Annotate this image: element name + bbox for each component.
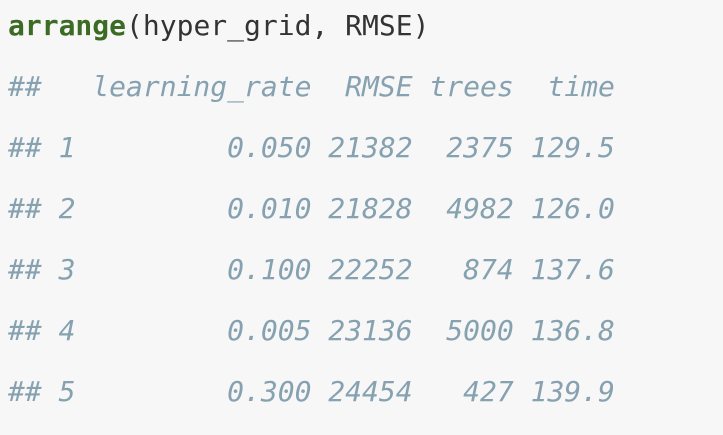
function-arguments: (hyper_grid, RMSE) [126, 9, 430, 42]
output-row: ## 2 0.010 21828 4982 126.0 [8, 192, 615, 225]
output-header: ## learning_rate RMSE trees time [8, 70, 615, 103]
output-row: ## 1 0.050 21382 2375 129.5 [8, 131, 615, 164]
output-row: ## 4 0.005 23136 5000 136.8 [8, 314, 615, 347]
output-row: ## 5 0.300 24454 427 139.9 [8, 375, 615, 408]
output-row: ## 3 0.100 22252 874 137.6 [8, 253, 615, 286]
code-line: arrange(hyper_grid, RMSE) [8, 0, 723, 56]
function-name: arrange [8, 9, 127, 42]
